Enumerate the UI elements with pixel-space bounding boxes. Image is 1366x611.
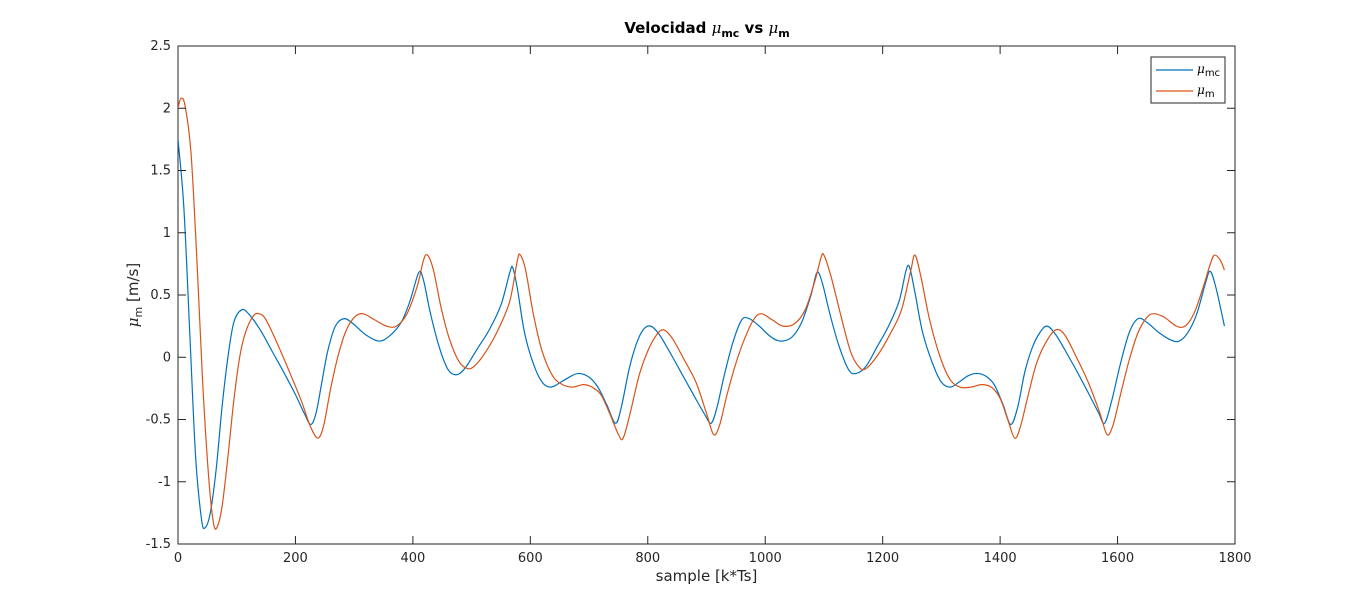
y-tick-label: 2 [163,101,171,116]
title-prefix: Velocidad [624,19,711,37]
legend-subscript-m: m [1205,89,1215,100]
chart-title: Velocidad μmc vs μm [624,19,789,40]
plot-area: 0 200 400 600 800 1000 1200 1400 1600 1800 -1.5 -1 -… [146,39,1252,566]
x-tick-label: 200 [283,551,308,566]
x-tick-label: 1200 [866,551,899,566]
x-tick-label: 1800 [1218,551,1251,566]
legend-entry-mc: μmc [1197,62,1220,79]
legend-symbol-mc: μ [1197,62,1205,76]
title-symbol-2: μ [768,19,778,37]
y-label-symbol: μ [124,317,142,327]
y-axis-label: μm [m/s] [124,263,145,327]
legend-symbol-m: μ [1197,83,1205,97]
title-middle: vs [739,19,768,37]
x-tick-label: 400 [400,551,425,566]
legend-box [1150,56,1226,104]
x-tick-label: 1600 [1101,551,1134,566]
y-tick-label: -0.5 [146,413,171,428]
title-subscript-2: m [778,27,789,40]
series-layer [178,97,1226,530]
series-line-mu-m [178,97,1225,530]
x-tick-label: 1400 [984,551,1017,566]
y-tick-label: 1 [163,226,171,241]
y-tick-label: 2.5 [150,39,171,54]
axes-box [177,45,1236,545]
y-tick-label: -1.5 [146,537,171,552]
title-symbol-1: μ [712,19,722,37]
y-tick-label: 1.5 [150,164,171,179]
series-line-mu-mc [178,139,1226,530]
x-axis-label: sample [k*Ts] [656,567,758,585]
y-tick-label: 0.5 [150,288,171,303]
tick-layer: 0 200 400 600 800 1000 1200 1400 1600 1800 -1.5 -1 -… [146,39,1252,566]
y-tick-label: 0 [163,350,171,365]
legend: μmc μm [1150,56,1226,104]
x-tick-label: 1000 [749,551,782,566]
title-subscript-1: mc [721,27,739,40]
y-label-unit: [m/s] [124,263,142,307]
x-tick-label: 800 [635,551,660,566]
y-label-subscript: m [132,307,145,318]
x-tick-label: 0 [174,551,182,566]
x-tick-label: 600 [518,551,543,566]
y-tick-label: -1 [158,475,171,490]
legend-entry-m: μm [1197,83,1215,100]
legend-subscript-mc: mc [1205,68,1220,79]
